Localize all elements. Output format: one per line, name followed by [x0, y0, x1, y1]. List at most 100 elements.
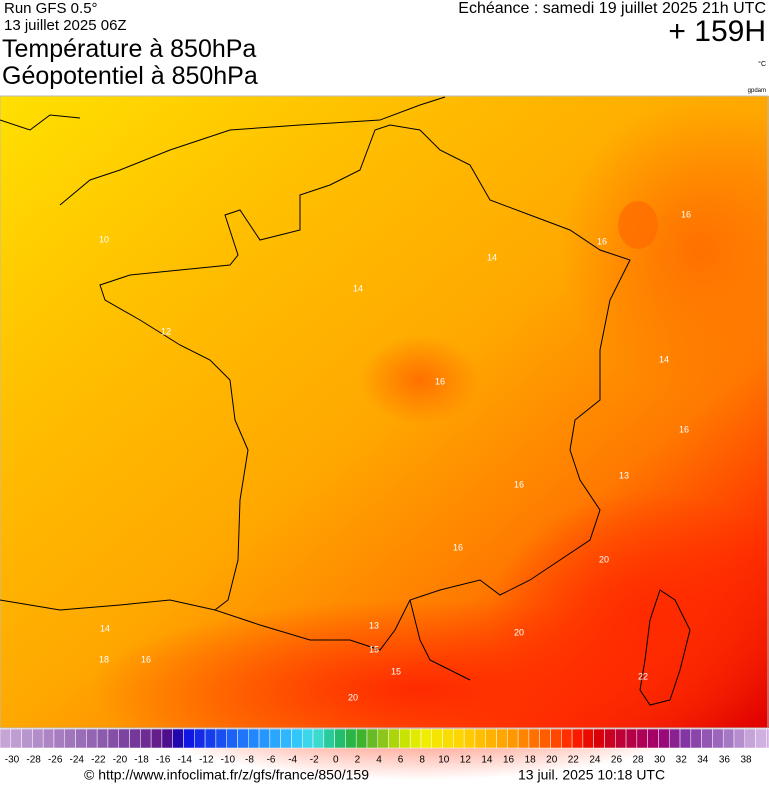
scale-label: 34 [697, 755, 709, 766]
scale-label: -2 [310, 755, 319, 766]
contour-label: 16 [435, 376, 445, 386]
scale-swatch [690, 728, 702, 749]
scale-swatch [550, 728, 562, 749]
scale-label: -30 [5, 755, 20, 766]
scale-swatch [377, 728, 389, 749]
scale-label: 24 [589, 755, 601, 766]
contour-label: 12 [161, 326, 171, 336]
scale-swatch [485, 728, 497, 749]
scale-swatch [615, 728, 627, 749]
run: Run GFS 0.5° [4, 0, 98, 17]
scale-label: -6 [267, 755, 276, 766]
scale-label: 32 [676, 755, 688, 766]
scale-swatch [409, 728, 422, 749]
scale-swatch [312, 728, 325, 749]
scale-swatch [96, 728, 109, 749]
contour-label: 14 [353, 283, 363, 293]
scale-swatch [442, 728, 454, 749]
scale-swatch [140, 728, 152, 749]
footer-url: © http://www.infoclimat.fr/z/gfs/france/… [84, 767, 369, 783]
scale-swatch [194, 728, 206, 749]
scale-swatch [517, 728, 530, 749]
scale-swatch [204, 728, 217, 749]
scale-label: -20 [113, 755, 128, 766]
scale-swatch [280, 728, 292, 749]
scale-label: -16 [156, 755, 171, 766]
scale-swatch [355, 728, 368, 749]
scale-swatch [679, 728, 692, 749]
contour-label: 15 [391, 666, 401, 676]
scale-label: 12 [460, 755, 472, 766]
scale-label: -8 [245, 755, 254, 766]
footer-timestamp: 13 juil. 2025 10:18 UTC [518, 767, 665, 783]
scale-swatch [744, 728, 756, 749]
scale-label: 8 [419, 755, 425, 766]
scale-label: -22 [91, 755, 106, 766]
scale-swatch [582, 728, 594, 749]
scale-label: 16 [503, 755, 515, 766]
scale-swatch [593, 728, 605, 749]
contour-label: 14 [487, 252, 497, 262]
scale-label: -28 [26, 755, 41, 766]
scale-label: -18 [134, 755, 149, 766]
scale-swatch [388, 728, 400, 749]
scale-swatch [474, 728, 486, 749]
contour-label: 22 [638, 671, 648, 681]
contour-label: 16 [514, 479, 524, 489]
scale-swatch [75, 728, 87, 749]
scale-label: 36 [719, 755, 731, 766]
scale-swatch [399, 728, 411, 749]
scale-swatch [722, 728, 735, 749]
scale-label: 6 [398, 755, 404, 766]
scale-swatch [539, 728, 551, 749]
scale-swatch [21, 728, 33, 749]
title: Température à 850hPa [2, 35, 257, 63]
scale-label: 0 [333, 755, 339, 766]
scale-swatch [129, 728, 141, 749]
scale-swatch [183, 728, 195, 749]
contour-label: 15 [369, 644, 379, 654]
contour-label: 16 [679, 424, 689, 434]
scale-swatch [712, 728, 724, 749]
contour-label: 14 [659, 354, 669, 364]
scale-swatch [172, 728, 184, 749]
contour-label: 20 [599, 554, 609, 564]
scale-swatch [323, 728, 335, 749]
scale-label: 22 [568, 755, 580, 766]
scale-label: 28 [632, 755, 644, 766]
contour-label: 16 [453, 542, 463, 552]
scale-swatch [604, 728, 616, 749]
scale-swatch [625, 728, 638, 749]
run-date: 13 juillet 2025 06Z [4, 17, 127, 34]
contour-label: 16 [681, 209, 691, 219]
scale-label: 14 [481, 755, 493, 766]
scale-swatch [658, 728, 670, 749]
scale-swatch [366, 728, 379, 749]
scale-swatch [86, 728, 98, 749]
scale-label: 20 [546, 755, 558, 766]
contour-label: 20 [348, 692, 358, 702]
scale-swatch [258, 728, 271, 749]
scale-label: 38 [740, 755, 752, 766]
contour-label: 13 [369, 620, 379, 630]
color-scale: -30 -28 -26 -24 -22 -20 -18 -16 -14 -12 -10 -8 -6 -4-… [0, 728, 769, 766]
scale-swatch [10, 728, 22, 749]
scale-label: -14 [177, 755, 192, 766]
credit: gpdam [747, 88, 766, 94]
scale-swatch [496, 728, 508, 749]
scale-swatch [647, 728, 659, 749]
scale-swatch [237, 728, 249, 749]
scale-swatch [0, 728, 12, 749]
scale-swatch [53, 728, 66, 749]
scale-swatch [507, 728, 519, 749]
unit: °C [758, 61, 766, 68]
contour-labels: 10 12 14 14 16 16 16 14 16 16 13 16 20 2… [99, 209, 691, 702]
scale-swatch [636, 728, 648, 749]
scale-label: 26 [611, 755, 623, 766]
scale-label: 2 [355, 755, 361, 766]
scale-swatch [701, 728, 713, 749]
scale-swatch [107, 728, 119, 749]
scale-label: 4 [376, 755, 382, 766]
